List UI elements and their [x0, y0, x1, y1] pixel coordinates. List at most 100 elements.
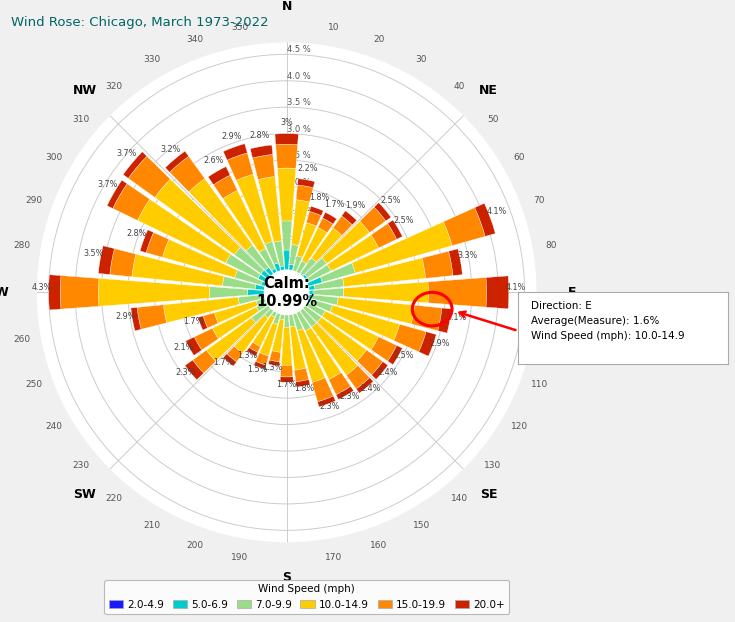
Bar [280, 308, 285, 320]
Bar [305, 328, 341, 379]
Text: 190: 190 [232, 553, 248, 562]
Bar [293, 313, 303, 330]
Bar [294, 275, 307, 286]
Bar [387, 345, 402, 364]
Bar [278, 292, 287, 300]
Bar [223, 190, 265, 252]
Bar [207, 318, 256, 361]
Bar [285, 302, 288, 312]
Text: 1.8%: 1.8% [294, 384, 315, 393]
Text: 4.3%: 4.3% [32, 284, 52, 292]
Bar [293, 299, 303, 311]
Text: 1.7%: 1.7% [324, 200, 345, 210]
Bar [223, 354, 237, 366]
Bar [281, 292, 287, 295]
Polygon shape [265, 270, 309, 315]
Bar [280, 365, 293, 377]
Bar [308, 264, 331, 281]
Bar [272, 319, 284, 352]
Text: 3%: 3% [280, 118, 293, 127]
Bar [287, 292, 297, 295]
Text: 320: 320 [105, 82, 122, 91]
Bar [419, 332, 437, 356]
Bar [290, 272, 295, 284]
Bar [189, 179, 253, 251]
Bar [247, 348, 258, 356]
Text: 1.8%: 1.8% [309, 193, 330, 202]
Bar [265, 241, 279, 264]
Bar [297, 290, 313, 294]
Bar [276, 285, 287, 292]
Bar [295, 379, 310, 387]
Bar [275, 297, 283, 306]
Bar [371, 361, 388, 379]
Bar [185, 360, 204, 380]
Bar [215, 301, 258, 323]
Text: Calm:
10.99%: Calm: 10.99% [256, 276, 318, 309]
Bar [275, 289, 287, 292]
Bar [274, 241, 284, 267]
Text: 3.2%: 3.2% [160, 145, 181, 154]
Bar [223, 144, 247, 160]
Text: 340: 340 [186, 35, 204, 44]
Text: 2.3%: 2.3% [320, 402, 340, 411]
Bar [296, 185, 313, 202]
Bar [287, 292, 289, 302]
Bar [272, 269, 282, 284]
Bar [258, 274, 277, 287]
Bar [250, 145, 273, 158]
Text: 1.7%: 1.7% [214, 358, 234, 368]
Text: 250: 250 [26, 380, 43, 389]
Bar [322, 221, 370, 264]
Bar [298, 328, 325, 383]
Text: 3.7%: 3.7% [117, 149, 137, 159]
Text: 2.5%: 2.5% [380, 197, 401, 205]
Text: 40: 40 [453, 82, 465, 91]
Bar [297, 223, 316, 258]
Bar [305, 258, 326, 277]
Text: 140: 140 [451, 494, 468, 503]
Bar [318, 317, 367, 361]
Bar [268, 360, 279, 366]
Text: 30: 30 [415, 55, 427, 64]
Bar [287, 302, 292, 312]
Bar [137, 305, 167, 329]
Bar [282, 292, 287, 297]
Text: SE: SE [480, 488, 498, 501]
Bar [283, 299, 286, 308]
Bar [107, 180, 127, 208]
Text: 2.4%: 2.4% [377, 368, 398, 377]
Bar [287, 286, 302, 292]
Bar [259, 249, 275, 271]
Bar [236, 174, 272, 244]
Bar [203, 313, 218, 328]
Text: 1.3%: 1.3% [262, 363, 283, 372]
Bar [443, 208, 485, 246]
Bar [255, 284, 276, 291]
Text: 260: 260 [13, 335, 30, 343]
Bar [258, 177, 282, 242]
Bar [279, 300, 284, 310]
Text: 20: 20 [373, 35, 384, 44]
Bar [387, 220, 402, 239]
Bar [422, 251, 453, 279]
Bar [290, 244, 298, 265]
Bar [248, 289, 270, 295]
Bar [276, 288, 287, 292]
Text: 3.1%: 3.1% [446, 313, 467, 322]
Bar [356, 378, 373, 393]
Bar [274, 263, 284, 282]
Bar [251, 305, 270, 323]
Bar [253, 315, 275, 346]
Bar [112, 183, 150, 220]
Bar [268, 299, 279, 308]
Bar [226, 254, 260, 279]
Bar [170, 156, 205, 192]
Bar [318, 218, 333, 233]
Text: 60: 60 [514, 154, 526, 162]
Text: Direction: E
Average(Measure): 1.6%
Wind Speed (mph): 10.0-14.9: Direction: E Average(Measure): 1.6% Wind… [531, 301, 684, 340]
Bar [60, 276, 99, 309]
Bar [277, 284, 287, 292]
Bar [284, 250, 290, 271]
Text: 2.6%: 2.6% [203, 157, 223, 165]
